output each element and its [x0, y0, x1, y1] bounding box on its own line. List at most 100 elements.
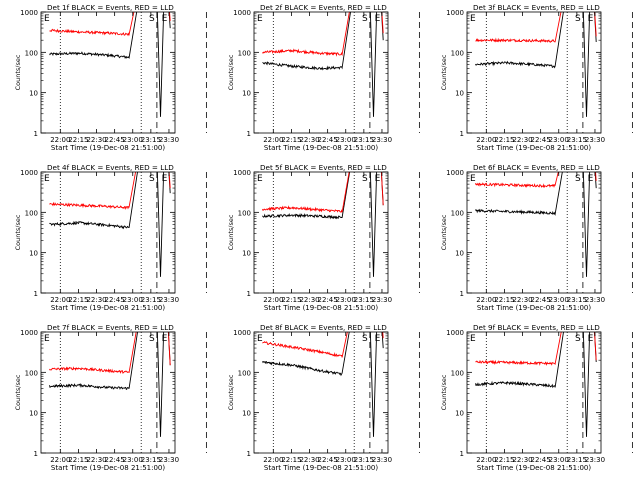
y-tick-label: 1000: [233, 329, 251, 337]
event-marker-label: E: [588, 334, 594, 344]
y-tick-label: 100: [238, 49, 251, 57]
y-tick-label: 1000: [20, 329, 38, 337]
y-tick-label: 10: [29, 250, 38, 258]
panel-3: Det 3f BLACK = Events, RED = LLD 1 10 100 10…: [440, 3, 633, 152]
x-tick-label: 23:15: [141, 456, 161, 464]
panel-title: Det 6f BLACK = Events, RED = LLD: [473, 163, 600, 172]
x-axis-label: Start Time (19-Dec-08 21:51:00): [477, 144, 591, 152]
x-tick-label: 22:15: [281, 456, 301, 464]
event-marker-label: S: [362, 14, 368, 24]
panel-title: Det 9f BLACK = Events, RED = LLD: [473, 323, 600, 332]
y-tick-label: 10: [242, 410, 251, 418]
event-marker-label: S: [149, 14, 155, 24]
y-tick-label: 100: [238, 369, 251, 377]
x-tick-label: 23:15: [354, 456, 374, 464]
y-tick-label: 100: [25, 209, 38, 217]
event-marker-label: S: [149, 174, 155, 184]
y-axis-label: Counts/sec: [227, 214, 235, 250]
y-axis-label: Counts/sec: [227, 54, 235, 90]
x-tick-label: 22:00: [50, 296, 70, 304]
y-tick-label: 1: [460, 450, 464, 458]
panel-title: Det 1f BLACK = Events, RED = LLD: [47, 3, 174, 12]
x-tick-label: 22:15: [68, 456, 88, 464]
x-tick-label: 22:45: [531, 456, 551, 464]
y-axis-label: Counts/sec: [227, 374, 235, 410]
x-tick-label: 23:30: [585, 456, 605, 464]
x-tick-label: 23:00: [336, 296, 356, 304]
plot-frame: [466, 11, 602, 134]
event-marker-label: S: [575, 14, 581, 24]
y-tick-label: 10: [455, 410, 464, 418]
x-axis-label: Start Time (19-Dec-08 21:51:00): [51, 144, 165, 152]
x-tick-label: 23:30: [372, 456, 392, 464]
event-marker-label: E: [588, 174, 594, 184]
panel-title: Det 8f BLACK = Events, RED = LLD: [260, 323, 387, 332]
events-series-line: [475, 12, 597, 117]
x-tick-label: 23:00: [123, 136, 143, 144]
x-tick-label: 23:15: [141, 296, 161, 304]
x-axis-label: Start Time (19-Dec-08 21:51:00): [477, 304, 591, 312]
y-tick-label: 1000: [233, 169, 251, 177]
x-axis-label: Start Time (19-Dec-08 21:51:00): [51, 464, 165, 472]
x-axis-label: Start Time (19-Dec-08 21:51:00): [51, 304, 165, 312]
event-marker-label: E: [44, 174, 50, 184]
y-axis-label: Counts/sec: [14, 214, 22, 250]
event-marker-label: S: [575, 174, 581, 184]
x-tick-label: 23:00: [123, 296, 143, 304]
x-tick-label: 22:45: [318, 136, 338, 144]
panel-4: Det 4f BLACK = Events, RED = LLD 1 10 100 10…: [14, 163, 207, 312]
y-tick-label: 1000: [446, 9, 464, 17]
x-tick-label: 22:30: [299, 296, 319, 304]
y-tick-label: 1: [247, 290, 251, 298]
y-tick-label: 100: [238, 209, 251, 217]
y-axis-label: Counts/sec: [440, 214, 448, 250]
panel-8: Det 8f BLACK = Events, RED = LLD 1 10 100 10…: [227, 323, 420, 472]
event-marker-label: E: [162, 334, 168, 344]
x-tick-label: 22:15: [494, 456, 514, 464]
event-marker-label: S: [575, 334, 581, 344]
x-tick-label: 22:00: [476, 456, 496, 464]
plot-frame: [40, 11, 176, 134]
y-tick-label: 1000: [20, 169, 38, 177]
events-series-line: [475, 332, 597, 437]
y-tick-label: 10: [29, 410, 38, 418]
y-tick-label: 1: [34, 290, 38, 298]
y-tick-label: 10: [242, 90, 251, 98]
x-tick-label: 23:30: [159, 456, 179, 464]
panel-5: Det 5f BLACK = Events, RED = LLD 1 10 100 10…: [227, 163, 420, 312]
event-marker-label: S: [362, 174, 368, 184]
event-marker-label: E: [470, 334, 476, 344]
x-tick-label: 23:15: [141, 136, 161, 144]
y-tick-label: 100: [25, 49, 38, 57]
lld-series-line: [49, 172, 171, 210]
panel-title: Det 2f BLACK = Events, RED = LLD: [260, 3, 387, 12]
event-marker-label: S: [149, 334, 155, 344]
lld-series-line: [475, 172, 597, 189]
y-tick-label: 10: [29, 90, 38, 98]
plot-frame: [253, 331, 389, 454]
x-tick-label: 23:00: [549, 296, 569, 304]
x-tick-label: 23:30: [585, 136, 605, 144]
x-tick-label: 22:30: [512, 136, 532, 144]
plot-frame: [253, 11, 389, 134]
y-tick-label: 1: [247, 450, 251, 458]
lld-series-line: [49, 12, 171, 37]
y-tick-label: 10: [242, 250, 251, 258]
y-tick-label: 100: [451, 49, 464, 57]
events-series-line: [262, 172, 384, 277]
plot-frame: [40, 331, 176, 454]
x-tick-label: 23:15: [567, 456, 587, 464]
x-tick-label: 23:15: [354, 296, 374, 304]
panel-title: Det 3f BLACK = Events, RED = LLD: [473, 3, 600, 12]
y-axis-label: Counts/sec: [440, 374, 448, 410]
lld-series-line: [475, 12, 597, 44]
y-tick-label: 100: [25, 369, 38, 377]
x-tick-label: 22:00: [476, 296, 496, 304]
x-axis-label: Start Time (19-Dec-08 21:51:00): [264, 464, 378, 472]
x-tick-label: 22:15: [494, 136, 514, 144]
y-tick-label: 1000: [233, 9, 251, 17]
lld-series-line: [49, 332, 171, 374]
x-axis-label: Start Time (19-Dec-08 21:51:00): [477, 464, 591, 472]
event-marker-label: E: [375, 14, 381, 24]
